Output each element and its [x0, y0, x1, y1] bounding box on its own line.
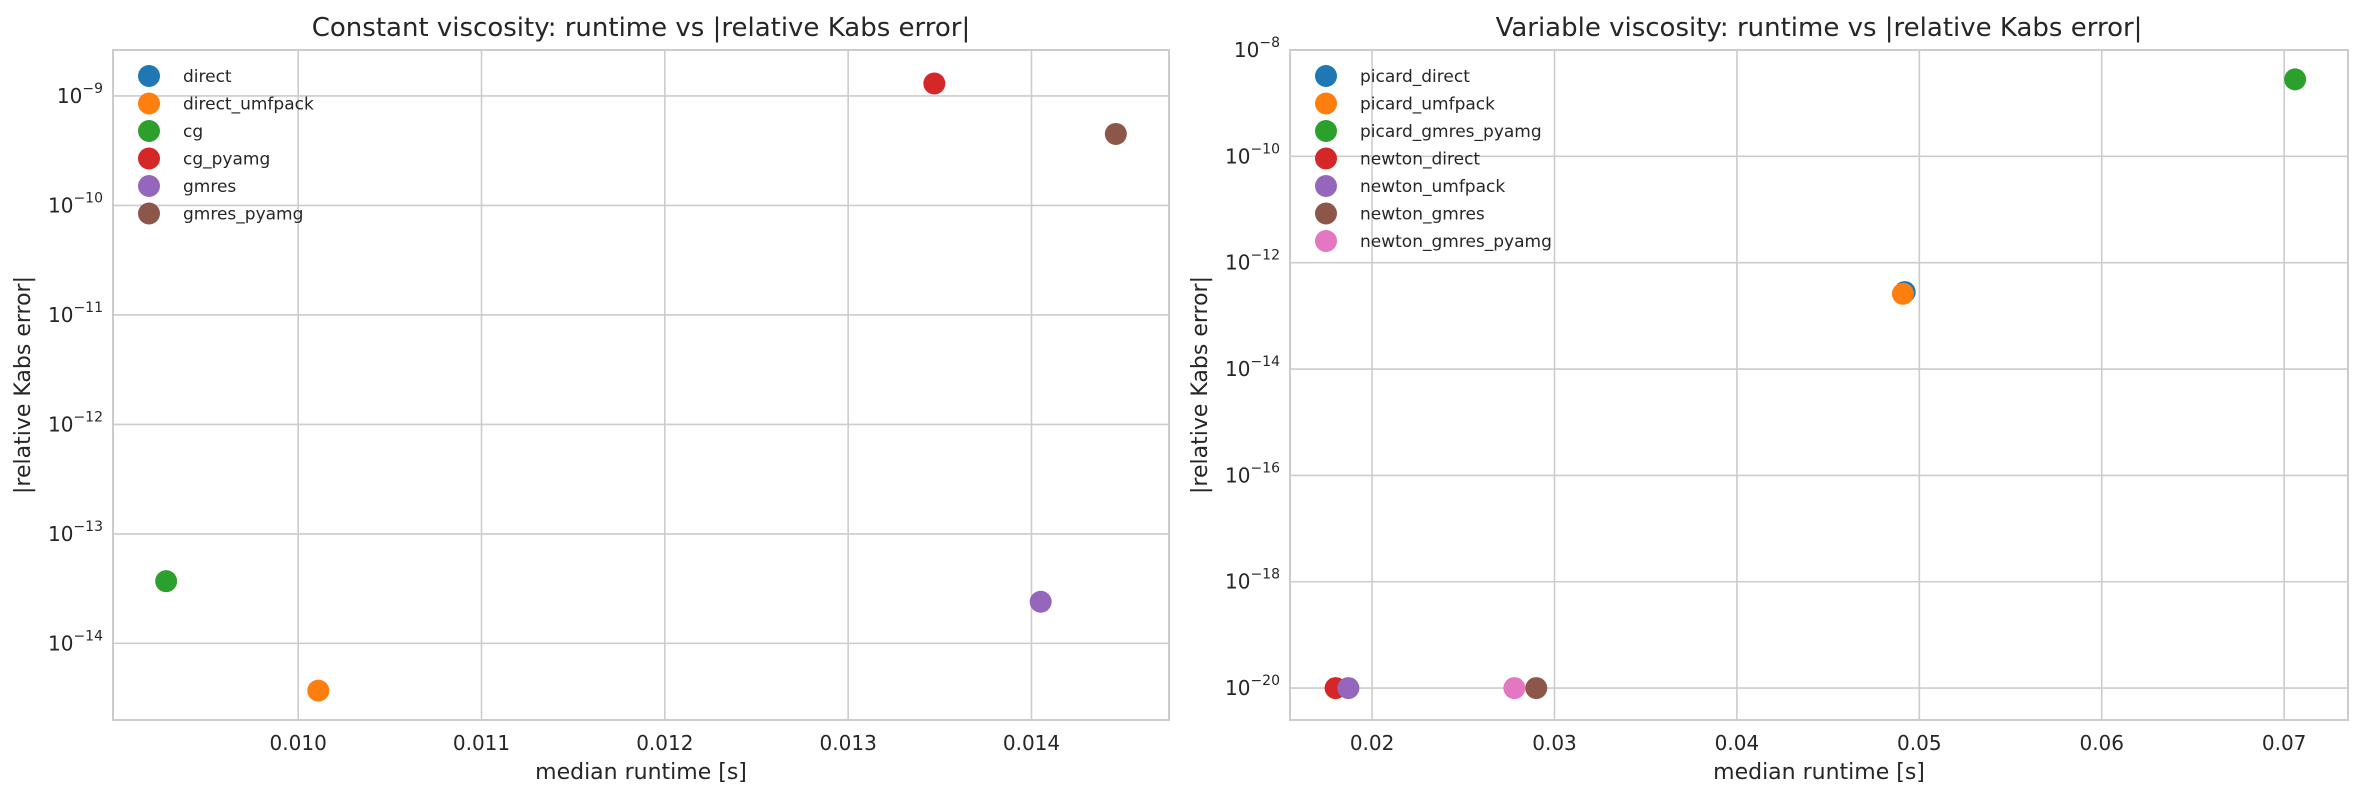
x-tick-label: 0.07	[2262, 731, 2307, 755]
x-tick-label: 0.02	[1350, 731, 1395, 755]
legend-marker	[1315, 230, 1337, 252]
data-point-gmres	[1029, 590, 1052, 613]
x-tick-label: 0.014	[1003, 731, 1060, 755]
x-tick-label: 0.04	[1715, 731, 1760, 755]
legend-entry: gmres	[183, 177, 236, 197]
data-point-cg-pyamg	[923, 72, 946, 95]
x-tick-label: 0.012	[636, 731, 693, 755]
legend-marker	[1315, 202, 1337, 225]
legend-entry: newton_direct	[1360, 150, 1480, 170]
y-tick-label: 10−9	[57, 81, 103, 108]
x-tick-label: 0.03	[1532, 731, 1577, 755]
x-tick-label: 0.010	[270, 731, 327, 755]
y-tick-label: 10−14	[1225, 354, 1280, 381]
x-tick-label: 0.013	[820, 731, 877, 755]
y-axis-label: |relative Kabs error|	[11, 276, 36, 494]
data-point-newton-gmres-pyamg	[1503, 677, 1526, 700]
chart-title: Constant viscosity: runtime vs |relative…	[312, 13, 970, 43]
legend-entry: direct	[183, 67, 232, 87]
legend-marker	[1315, 120, 1337, 142]
y-tick-label: 10−10	[48, 190, 103, 217]
data-point-gmres-pyamg	[1104, 122, 1127, 145]
plot-frame	[1289, 49, 2349, 721]
legend-entry: cg_pyamg	[183, 150, 270, 170]
data-point-picard-umfpack	[1891, 282, 1914, 305]
legend-marker	[138, 65, 160, 87]
data-point-cg	[155, 570, 178, 593]
legend-entry: newton_gmres	[1360, 205, 1485, 225]
legend-marker	[1315, 92, 1337, 115]
x-tick-label: 0.011	[453, 731, 510, 755]
plot-frame	[112, 49, 1170, 721]
y-tick-label: 10−14	[48, 628, 103, 655]
data-point-picard-gmres-pyamg	[2284, 68, 2307, 91]
legend-entry: picard_direct	[1360, 67, 1470, 87]
chart-title: Variable viscosity: runtime vs |relative…	[1496, 13, 2143, 43]
y-tick-label: 10−20	[1225, 673, 1280, 700]
y-tick-label: 10−18	[1225, 567, 1280, 594]
y-axis-label: |relative Kabs error|	[1188, 276, 1213, 494]
legend-entry: newton_gmres_pyamg	[1360, 232, 1552, 252]
legend-entry: newton_umfpack	[1360, 177, 1505, 197]
legend-entry: direct_umfpack	[183, 95, 314, 115]
y-tick-label: 10−8	[1234, 35, 1280, 62]
legend-marker	[138, 175, 160, 197]
legend-entry: gmres_pyamg	[183, 205, 303, 225]
legend-marker	[1315, 175, 1337, 197]
y-tick-label: 10−13	[48, 519, 103, 546]
x-axis-label: median runtime [s]	[1713, 760, 1925, 785]
legend-marker	[138, 202, 160, 225]
legend-marker	[138, 92, 160, 115]
y-tick-label: 10−12	[48, 409, 103, 436]
y-tick-label: 10−10	[1225, 141, 1280, 168]
y-tick-label: 10−12	[1225, 248, 1280, 275]
legend-entry: picard_gmres_pyamg	[1360, 122, 1542, 142]
legend-marker	[1315, 147, 1337, 170]
chart-panel-1: 0.010 0.011 0.012 0.013 0.014 10−14 10−13 10−12…	[11, 13, 1170, 785]
x-tick-label: 0.06	[2079, 731, 2124, 755]
chart-panel-2: 0.02 0.03 0.04 0.05 0.06 0.07 10−20 10−18 10−16 1…	[1188, 13, 2349, 785]
x-axis-label: median runtime [s]	[535, 760, 747, 785]
x-tick-label: 0.05	[1897, 731, 1942, 755]
legend-marker	[138, 147, 160, 170]
y-tick-label: 10−11	[48, 300, 103, 327]
legend-marker	[138, 120, 160, 142]
legend-marker	[1315, 65, 1337, 87]
data-point-newton-gmres	[1525, 677, 1548, 700]
data-point-newton-umfpack	[1337, 677, 1360, 700]
legend-entry: picard_umfpack	[1360, 95, 1495, 115]
legend-entry: cg	[183, 122, 203, 142]
y-tick-label: 10−16	[1225, 460, 1280, 487]
data-point-direct-umfpack	[307, 679, 330, 702]
